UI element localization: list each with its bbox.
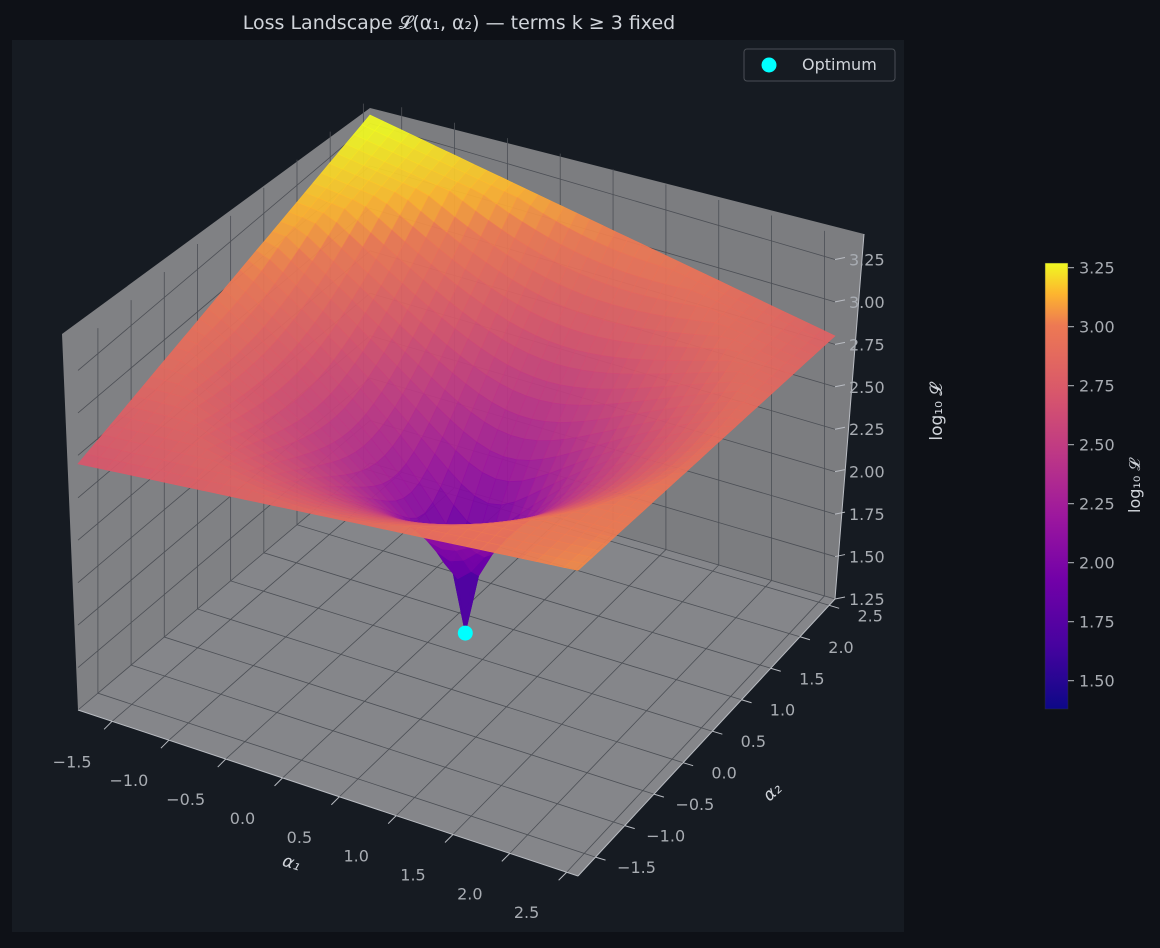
y-tick-label: −0.5 — [675, 795, 714, 814]
colorbar-tick-label: 3.00 — [1079, 318, 1115, 337]
z-tick-label: 1.25 — [849, 590, 885, 609]
y-tick-label: −1.0 — [646, 827, 685, 846]
colorbar-tick-label: 2.75 — [1079, 377, 1115, 396]
x-tick-label: 0.0 — [230, 809, 255, 828]
x-tick-label: 0.5 — [287, 828, 312, 847]
z-axis-label: log₁₀ 𝓛 — [927, 381, 947, 441]
z-tick-label: 2.50 — [849, 378, 885, 397]
y-tick-label: −1.5 — [617, 858, 656, 877]
y-tick-label: 0.0 — [711, 764, 736, 783]
y-tick-label: 1.0 — [770, 701, 795, 720]
x-tick-label: 1.0 — [343, 847, 368, 866]
legend: Optimum — [744, 49, 895, 81]
y-tick-label: 2.5 — [857, 606, 882, 625]
x-tick-label: 2.0 — [457, 884, 482, 903]
x-tick-label: −0.5 — [166, 790, 205, 809]
x-tick-label: 2.5 — [514, 903, 539, 922]
colorbar-tick-label: 1.50 — [1079, 672, 1115, 691]
y-tick-label: 1.5 — [799, 669, 824, 688]
z-tick-label: 3.25 — [849, 251, 885, 270]
z-tick-label: 1.75 — [849, 505, 885, 524]
x-tick-label: −1.0 — [109, 771, 148, 790]
y-tick-label: 0.5 — [741, 732, 766, 751]
colorbar-tick-label: 2.50 — [1079, 436, 1115, 455]
colorbar-gradient — [1045, 263, 1068, 709]
z-tick-label: 2.75 — [849, 335, 885, 354]
x-tick-label: 1.5 — [400, 866, 425, 885]
x-tick-label: −1.5 — [53, 752, 92, 771]
legend-optimum-label: Optimum — [802, 55, 877, 74]
colorbar: 1.50 1.75 2.00 2.25 2.50 2.75 3.00 3.25 log₁₀ 𝓛 — [1045, 259, 1144, 709]
colorbar-tick-label: 2.00 — [1079, 554, 1115, 573]
z-tick-label: 3.00 — [849, 293, 885, 312]
chart-title: Loss Landscape 𝓛(α₁, α₂) — terms k ≥ 3 f… — [243, 12, 675, 34]
legend-optimum-marker — [762, 58, 777, 73]
z-tick-label: 2.00 — [849, 463, 885, 482]
colorbar-label: log₁₀ 𝓛 — [1125, 457, 1144, 513]
y-tick-label: 2.0 — [828, 638, 853, 657]
colorbar-tick-label: 1.75 — [1079, 613, 1115, 632]
colorbar-ticks: 1.50 1.75 2.00 2.25 2.50 2.75 3.00 3.25 — [1068, 259, 1115, 691]
colorbar-tick-label: 2.25 — [1079, 495, 1115, 514]
optimum-point — [458, 626, 473, 641]
z-tick-label: 2.25 — [849, 420, 885, 439]
colorbar-tick-label: 3.25 — [1079, 259, 1115, 278]
z-tick-label: 1.50 — [849, 548, 885, 567]
